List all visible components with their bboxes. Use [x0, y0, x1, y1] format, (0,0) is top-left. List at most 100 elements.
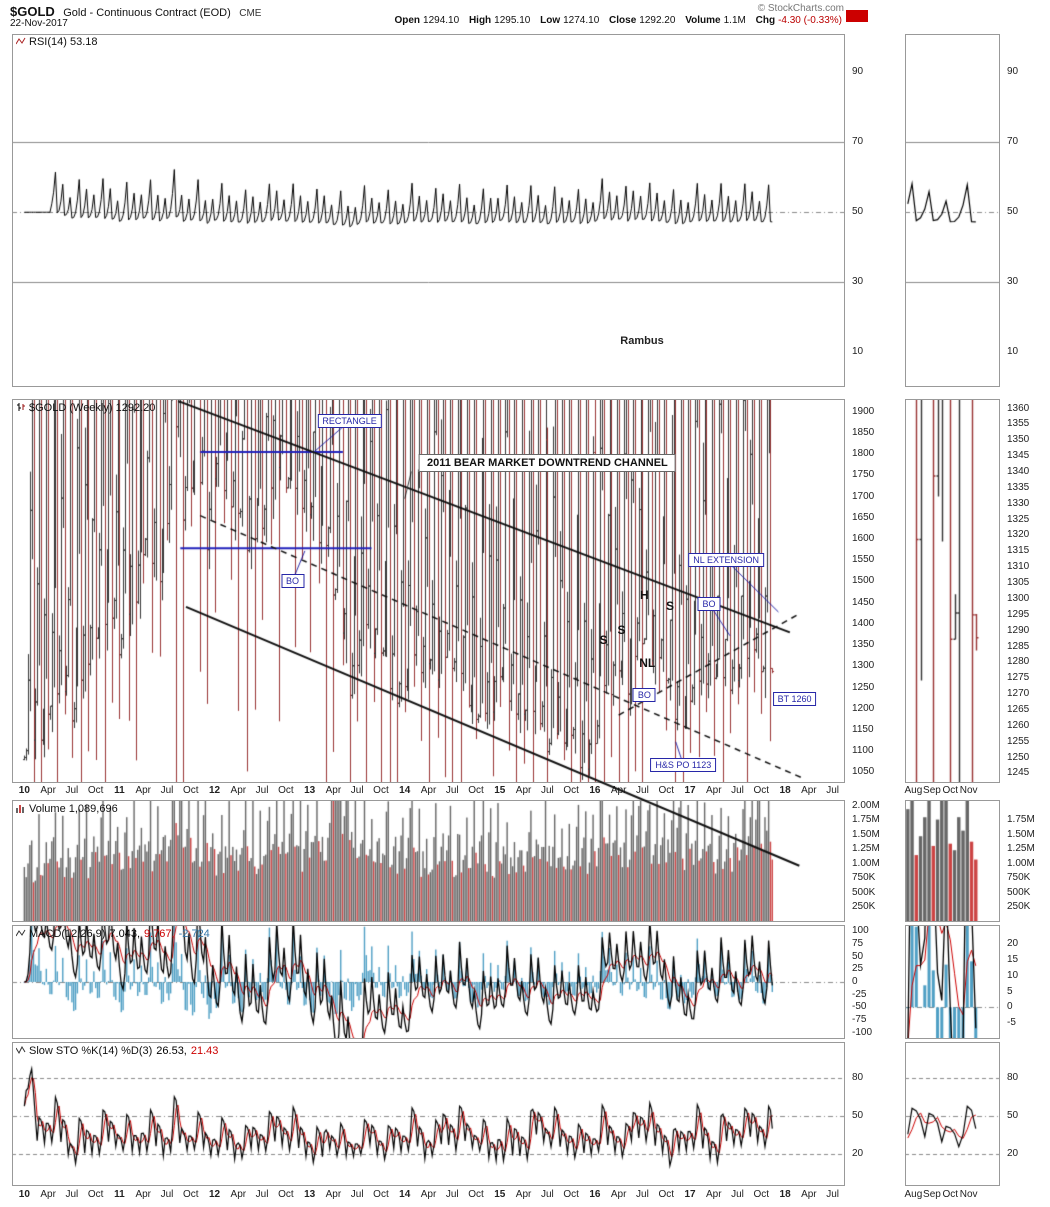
- volume-y-axis: 2.00M 1.75M 1.50M 1.25M 1.00M 750K 500K 250K: [849, 800, 895, 922]
- x-tick-label: Jul: [160, 1189, 174, 1200]
- chg-value: -4.30 (-0.33%): [778, 15, 842, 26]
- volume-value: 1.1M: [723, 15, 746, 26]
- y-tick-label: 1700: [852, 490, 875, 502]
- x-tick-label: Apr: [230, 1189, 247, 1200]
- sto-d-value: 21.43: [190, 1045, 219, 1057]
- y-tick-label: 1320: [1007, 529, 1030, 541]
- y-tick-label: 1650: [852, 511, 875, 523]
- y-tick-label: 50: [852, 206, 864, 218]
- y-tick-label: 1350: [852, 639, 875, 651]
- y-tick-label: 0: [1007, 1001, 1013, 1013]
- y-tick-label: 10: [852, 346, 864, 358]
- open-value: 1294.10: [423, 15, 460, 26]
- macd-mini-panel-plot: [905, 925, 1000, 1039]
- x-tick-label: Oct: [182, 1189, 199, 1200]
- x-tick-label: 10: [18, 1189, 30, 1200]
- x-tick-label: 16: [589, 1189, 601, 1200]
- x-tick-label: 14: [399, 785, 411, 796]
- x-tick-label: 18: [779, 1189, 791, 1200]
- price-main-panel-plot: [12, 399, 845, 783]
- y-tick-label: 1250: [852, 681, 875, 693]
- price-mini-y-axis: 1360 1355 1350 1345 1340 1335 1330 1325 1320 1315…: [1004, 399, 1050, 783]
- y-tick-label: 250K: [1007, 901, 1031, 913]
- price-y-axis: 1900 1850 1800 1750 1700 1650 1600 1550 1500 1450…: [849, 399, 895, 783]
- y-tick-label: 1.00M: [1007, 857, 1035, 869]
- y-tick-label: 10: [1007, 969, 1019, 981]
- x-tick-label: Apr: [325, 785, 342, 796]
- y-tick-label: 5: [1007, 985, 1013, 997]
- y-tick-label: 1.75M: [1007, 814, 1035, 826]
- x-tick-label: Sep: [923, 785, 941, 796]
- close-label: Close: [609, 15, 637, 26]
- rsi-mini-y-axis: 90 70 50 30 10: [1004, 34, 1050, 387]
- y-tick-label: 500K: [852, 886, 876, 898]
- chg-label: Chg: [755, 15, 776, 26]
- y-tick-label: 1305: [1007, 577, 1030, 589]
- chart-date: 22-Nov-2017: [10, 18, 68, 29]
- y-tick-label: 100: [852, 925, 869, 937]
- y-tick-label: 80: [852, 1071, 864, 1083]
- y-tick-label: 1260: [1007, 719, 1030, 731]
- y-tick-label: 25: [852, 963, 864, 975]
- y-tick-label: 1355: [1007, 418, 1030, 430]
- x-tick-label: Apr: [420, 785, 437, 796]
- y-tick-label: 1275: [1007, 672, 1030, 684]
- low-label: Low: [540, 15, 561, 26]
- x-tick-label: Oct: [278, 785, 294, 796]
- y-tick-label: 50: [1007, 206, 1019, 218]
- y-tick-label: 20: [1007, 1148, 1019, 1160]
- y-tick-label: 500K: [1007, 886, 1031, 898]
- y-tick-label: 2.00M: [852, 799, 880, 811]
- rsi-main-panel-plot: [12, 34, 845, 387]
- price-panel-label: $GOLD (Weekly) 1292.20: [16, 402, 155, 415]
- y-tick-label: -75: [852, 1014, 867, 1026]
- header-title-row: $GOLD Gold - Continuous Contract (EOD) C…: [10, 3, 261, 21]
- x-tick-label: Aug: [904, 785, 923, 796]
- price-main-panel: [12, 399, 845, 783]
- y-tick-label: 75: [852, 937, 864, 949]
- volume-main-panel: [12, 800, 845, 922]
- y-tick-label: -50: [852, 1001, 867, 1013]
- x-tick-label: Apr: [610, 785, 627, 796]
- y-tick-label: 1100: [852, 745, 874, 757]
- x-tick-label: 11: [114, 1189, 125, 1200]
- x-tick-label: Apr: [135, 785, 151, 796]
- y-tick-label: 80: [1007, 1071, 1019, 1083]
- y-tick-label: 1265: [1007, 704, 1030, 715]
- rsi-mini-panel: [905, 34, 1000, 387]
- x-tick-label: Oct: [753, 1189, 770, 1200]
- y-tick-label: 20: [852, 1148, 864, 1160]
- sto-indicator-icon: [15, 1045, 26, 1058]
- y-tick-label: 1300: [1007, 592, 1030, 604]
- y-tick-label: 250K: [852, 901, 876, 913]
- rsi-main-panel: [12, 34, 845, 387]
- y-tick-label: 1550: [852, 554, 875, 566]
- macd-y-axis: 100 75 50 25 0 -25 -50 -75 -100: [849, 925, 895, 1039]
- y-tick-label: 1400: [852, 617, 875, 629]
- x-tick-label: 14: [399, 1189, 411, 1200]
- rsi-label-text: RSI(14) 53.18: [29, 36, 98, 48]
- volume-panel-label: Volume 1,089,696: [16, 803, 118, 816]
- macd-hist-value: -2.724: [178, 928, 210, 940]
- x-tick-label: Jul: [826, 785, 840, 796]
- y-tick-label: 20: [1007, 938, 1019, 949]
- exchange: CME: [239, 8, 262, 19]
- y-tick-label: 90: [1007, 66, 1019, 78]
- x-tick-label: Oct: [278, 1189, 294, 1200]
- y-tick-label: 1325: [1007, 513, 1030, 525]
- x-tick-label: Oct: [468, 1189, 484, 1200]
- sto-mini-y-axis: 80 50 20: [1004, 1042, 1050, 1186]
- x-tick-label: Oct: [373, 785, 389, 796]
- y-tick-label: 1270: [1007, 688, 1030, 700]
- chartist-watermark: Rambus: [620, 335, 664, 347]
- macd-value: 7.043,: [109, 928, 141, 940]
- low-value: 1274.10: [563, 15, 600, 26]
- x-tick-label: Nov: [959, 785, 978, 796]
- x-tick-label: Apr: [705, 1189, 722, 1200]
- x-tick-label: Sep: [923, 1189, 941, 1200]
- macd-main-panel: [12, 925, 845, 1039]
- quote-row: Open 1294.10 High 1295.10 Low 1274.10 Close…: [387, 15, 842, 26]
- y-tick-label: 1450: [852, 596, 875, 608]
- open-label: Open: [394, 15, 421, 26]
- volume-label: Volume: [685, 15, 721, 26]
